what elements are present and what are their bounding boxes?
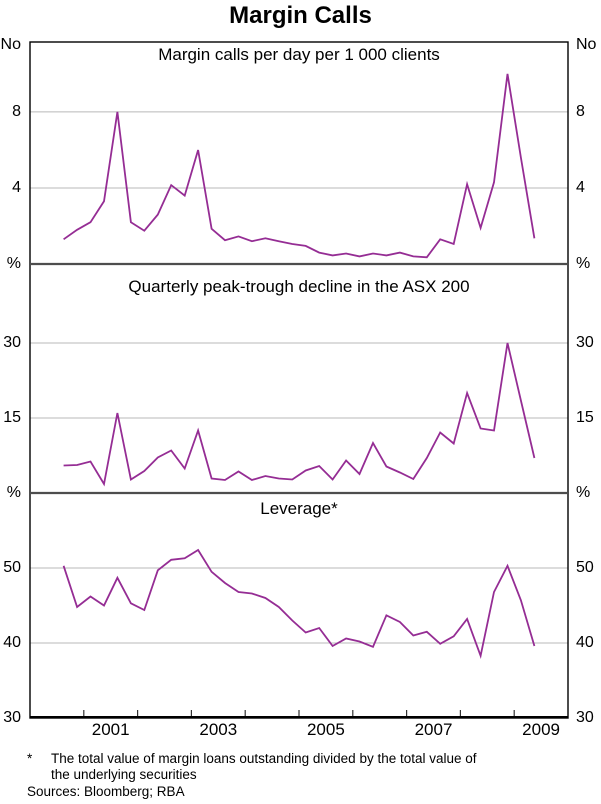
unit-label-left-panel-1: No — [0, 36, 21, 53]
footnote-line-1: The total value of margin loans outstand… — [51, 751, 477, 766]
ytick-label-left-3-40: 40 — [3, 634, 21, 651]
unit-label-left-panel-2: % — [6, 255, 21, 272]
unit-label-right-panel-1: No — [576, 36, 597, 53]
page-title: Margin Calls — [229, 2, 372, 29]
panel-title-asx-decline: Quarterly peak-trough decline in the ASX… — [128, 277, 470, 296]
data-line-panel-3 — [62, 548, 536, 660]
year-label-2007: 2007 — [414, 720, 453, 739]
ytick-label-right-1-8: 8 — [576, 102, 585, 120]
ytick-label-right-3-40: 40 — [576, 634, 594, 651]
unit-label-right-panel-2: % — [576, 255, 591, 272]
ytick-label-left-2-30: 30 — [3, 334, 21, 351]
ytick-label-left-3-50: 50 — [3, 559, 21, 576]
year-label-2005: 2005 — [306, 720, 345, 739]
ytick-label-left-2-15: 15 — [3, 409, 21, 426]
sources-line: Sources: Bloomberg; RBA — [27, 784, 185, 799]
plot-frame — [29, 41, 569, 719]
ytick-label-right-3-50: 50 — [576, 559, 594, 576]
unit-label-right-panel-3: % — [576, 484, 591, 501]
data-line-panel-1 — [63, 73, 536, 259]
panel-title-margin-calls: Margin calls per day per 1 000 clients — [158, 45, 440, 64]
ytick-label-left-1-4: 4 — [12, 178, 21, 196]
ytick-label-right-3-30: 30 — [576, 709, 594, 726]
ytick-label-right-2-30: 30 — [576, 334, 594, 351]
ytick-label-right-2-15: 15 — [576, 409, 594, 426]
footnote-asterisk: * — [27, 751, 33, 766]
data-line-panel-2 — [63, 342, 536, 487]
panel-title-leverage: Leverage* — [260, 499, 338, 518]
ytick-label-left-1-8: 8 — [12, 102, 21, 120]
ytick-label-left-3-30: 30 — [3, 709, 21, 726]
ytick-label-right-1-4: 4 — [576, 178, 585, 196]
year-label-2001: 2001 — [91, 720, 130, 739]
unit-label-left-panel-3: % — [6, 484, 21, 501]
footnote-line-2: the underlying securities — [51, 767, 197, 782]
year-label-2003: 2003 — [199, 720, 238, 739]
year-label-2009: 2009 — [522, 720, 561, 739]
